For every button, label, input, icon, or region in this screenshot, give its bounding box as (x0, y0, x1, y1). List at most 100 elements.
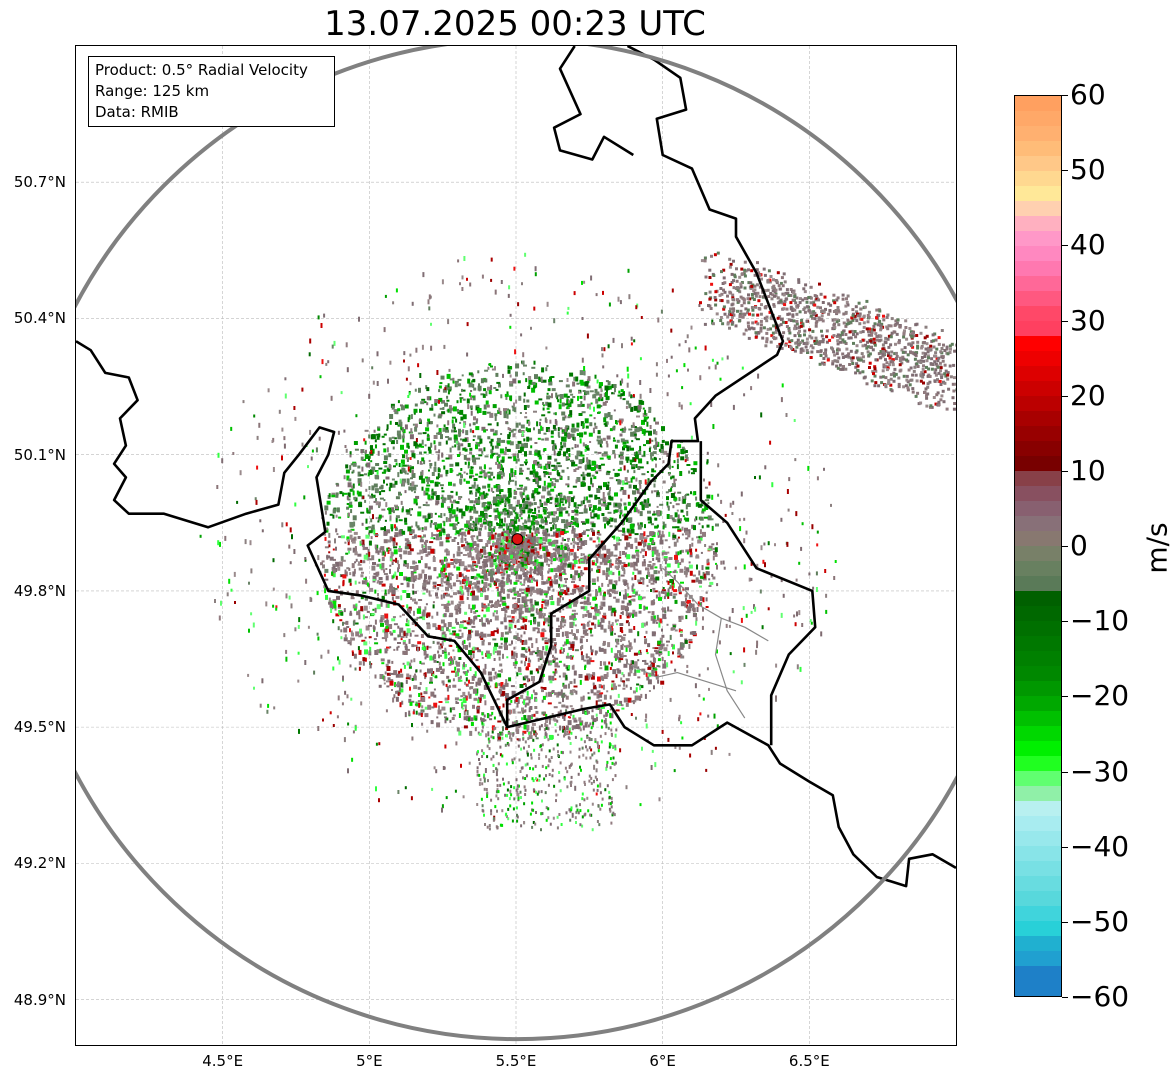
colorbar-segment (1015, 966, 1061, 996)
colorbar-tick-label: −50 (1070, 904, 1130, 938)
lat-tick-label: 49.5°N (13, 718, 66, 737)
colorbar-segment (1015, 456, 1061, 472)
lat-tick-label: 50.4°N (13, 309, 66, 328)
range-label: Range: 125 km (95, 82, 210, 100)
colorbar-segment (1015, 141, 1061, 157)
canton-border (714, 618, 746, 719)
colorbar-tick (1062, 997, 1068, 998)
colorbar-tick (1062, 320, 1068, 322)
colorbar-tick (1062, 771, 1068, 773)
colorbar-tick-label: 30 (1070, 303, 1106, 337)
colorbar-tick (1062, 95, 1068, 96)
colorbar-tick-label: 0 (1070, 529, 1088, 562)
radar-map-canvas[interactable] (76, 46, 956, 1045)
lat-tick-label: 50.1°N (13, 445, 66, 464)
colorbar-tick-label: −10 (1070, 604, 1130, 638)
lat-tick-label: 50.7°N (13, 173, 66, 192)
colorbar-segment (1015, 696, 1061, 712)
lat-tick-label: 49.2°N (13, 854, 66, 873)
colorbar-segment (1015, 711, 1061, 727)
lon-tick-label: 6.5°E (788, 1052, 830, 1070)
colorbar-segment (1015, 336, 1061, 352)
colorbar-segment (1015, 156, 1061, 172)
colorbar-tick-label: −40 (1070, 829, 1130, 863)
colorbar-tick (1062, 546, 1068, 547)
colorbar-segment (1015, 531, 1061, 547)
colorbar-segment (1015, 186, 1061, 202)
radar-site-marker[interactable] (511, 533, 524, 546)
colorbar-segment (1015, 306, 1061, 322)
colorbar-unit: m/s (1140, 522, 1171, 574)
colorbar-segment (1015, 576, 1061, 592)
radar-echoes (199, 251, 956, 832)
colorbar-segment (1015, 96, 1061, 112)
lon-tick-label: 6°E (649, 1052, 676, 1070)
colorbar-segment (1015, 606, 1061, 622)
colorbar-tick-label: 20 (1070, 378, 1106, 412)
colorbar-segment (1015, 906, 1061, 922)
colorbar-segment (1015, 291, 1061, 307)
colorbar-tick-label: 60 (1070, 78, 1106, 111)
colorbar-segment (1015, 441, 1061, 457)
lon-tick-label: 4.5°E (202, 1052, 244, 1070)
colorbar-segment (1015, 321, 1061, 337)
colorbar-tick (1062, 170, 1068, 172)
colorbar-segment (1015, 681, 1061, 697)
colorbar-segment (1015, 261, 1061, 277)
colorbar-segment (1015, 516, 1061, 532)
colorbar-segment (1015, 501, 1061, 517)
colorbar-segment (1015, 276, 1061, 292)
colorbar-segment (1015, 831, 1061, 847)
colorbar-segment (1015, 951, 1061, 967)
product-info-box: Product: 0.5° Radial Velocity Range: 125… (88, 56, 335, 127)
colorbar-segment (1015, 201, 1061, 217)
colorbar-segment (1015, 861, 1061, 877)
colorbar-tick-label: −20 (1070, 679, 1130, 713)
colorbar-tick-label: 40 (1070, 228, 1106, 262)
colorbar-segment (1015, 651, 1061, 667)
colorbar-segment (1015, 846, 1061, 862)
colorbar-segment (1015, 921, 1061, 937)
lat-tick-label: 48.9°N (13, 990, 66, 1009)
colorbar-segment (1015, 786, 1061, 802)
colorbar-segment (1015, 876, 1061, 892)
country-borders (76, 46, 956, 888)
colorbar-segment (1015, 366, 1061, 382)
colorbar-segment (1015, 171, 1061, 187)
product-label: Product: 0.5° Radial Velocity (95, 61, 308, 79)
colorbar-tick-label: 50 (1070, 153, 1106, 187)
colorbar-tick (1062, 621, 1068, 623)
colorbar-segment (1015, 126, 1061, 142)
colorbar-segment (1015, 636, 1061, 652)
colorbar-segment (1015, 426, 1061, 442)
colorbar-tick (1062, 921, 1068, 923)
colorbar-tick (1062, 395, 1068, 397)
colorbar-segment (1015, 411, 1061, 427)
colorbar-segment (1015, 561, 1061, 577)
colorbar-segment (1015, 216, 1061, 232)
colorbar-tick (1062, 846, 1068, 848)
data-source-label: Data: RMIB (95, 103, 179, 121)
map-title: 13.07.2025 00:23 UTC (324, 4, 706, 44)
lon-tick-label: 5°E (356, 1052, 383, 1070)
colorbar-tick-label: 10 (1070, 453, 1106, 487)
colorbar-segment (1015, 816, 1061, 832)
lon-tick-label: 5.5°E (495, 1052, 537, 1070)
colorbar-segment (1015, 231, 1061, 247)
range-ring (76, 46, 956, 1041)
colorbar-segment (1015, 936, 1061, 952)
colorbar-segment (1015, 891, 1061, 907)
colorbar-segment (1015, 741, 1061, 757)
radar-map[interactable] (75, 45, 957, 1046)
colorbar-segment (1015, 351, 1061, 367)
colorbar-segment (1015, 111, 1061, 127)
colorbar-segment (1015, 621, 1061, 637)
colorbar-segment (1015, 546, 1061, 562)
border-netherlands (552, 46, 634, 161)
colorbar-segment (1015, 666, 1061, 682)
border-france (76, 340, 956, 888)
colorbar-tick-label: −30 (1070, 754, 1130, 788)
colorbar-tick-label: −60 (1070, 980, 1130, 1013)
canton-border (627, 663, 737, 692)
colorbar-tick (1062, 470, 1068, 472)
